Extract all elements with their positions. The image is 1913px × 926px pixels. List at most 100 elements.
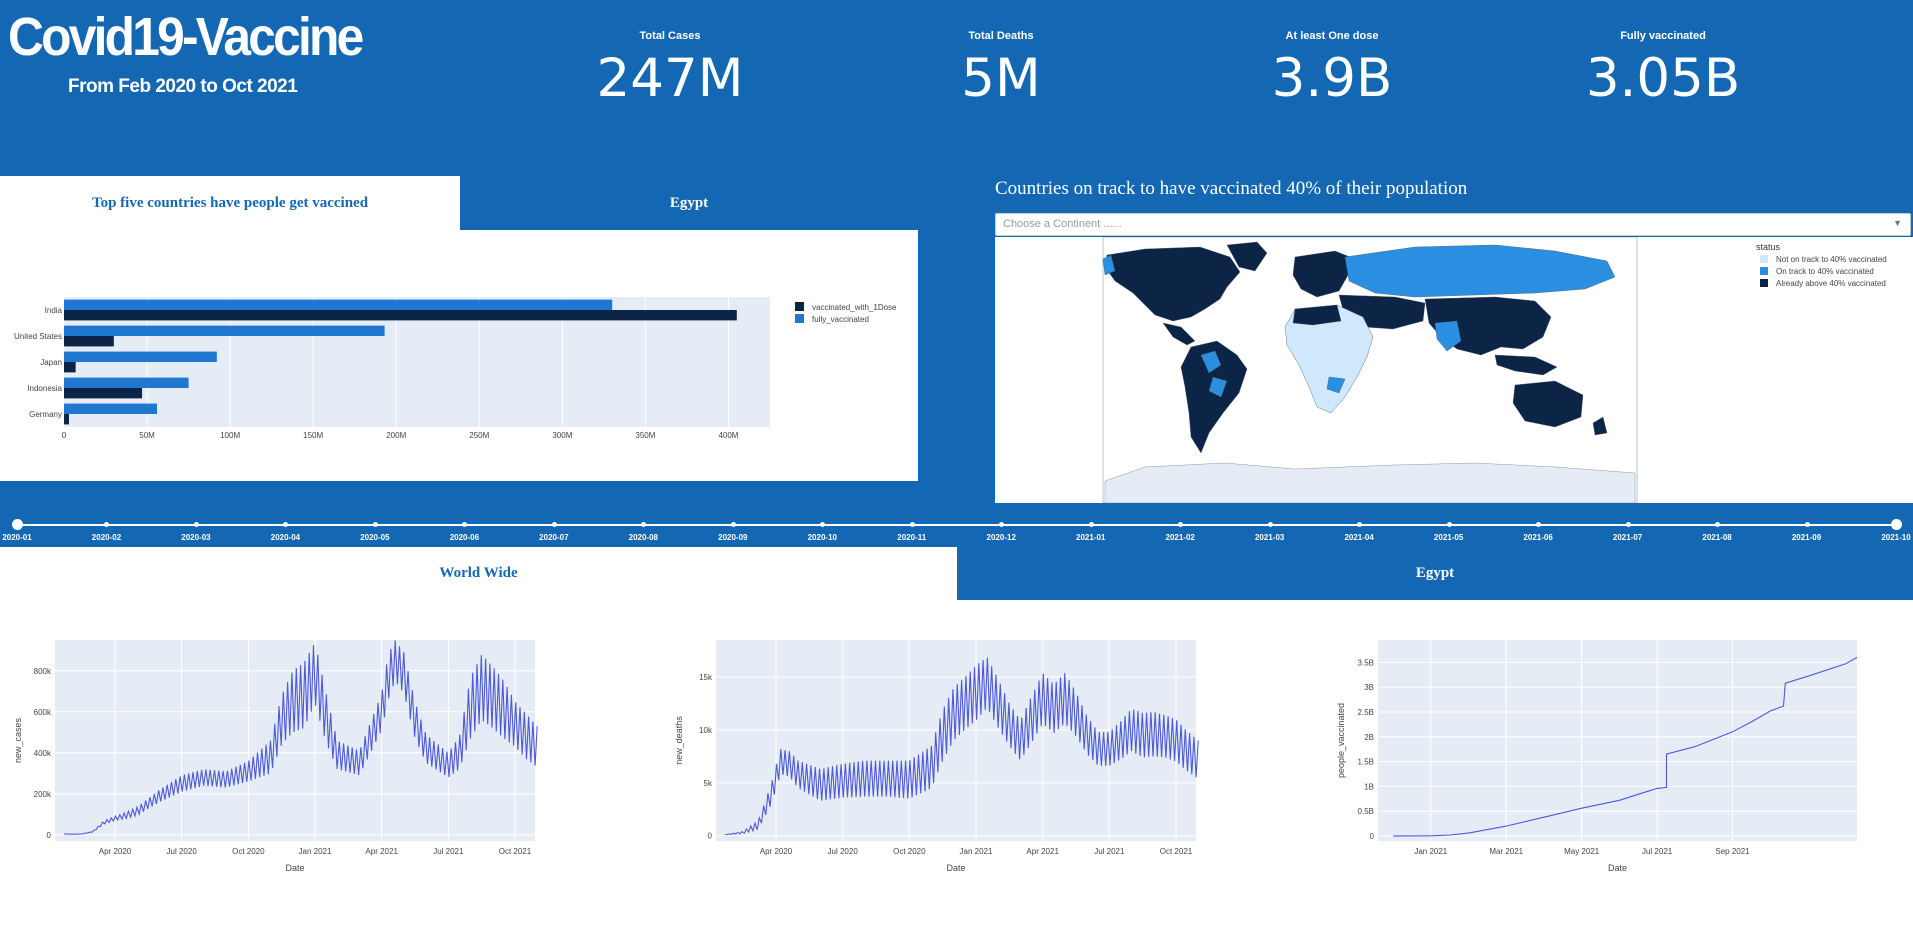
- slider-tick[interactable]: [1625, 522, 1631, 527]
- legend-swatch: [1760, 267, 1768, 275]
- top-five-bar-chart: 0 50M 100M 150M 200M 250M 300M 350M 400M India Uni…: [14, 297, 897, 440]
- slider-tick[interactable]: [462, 522, 468, 527]
- map-region-russia[interactable]: [1344, 244, 1616, 298]
- map-legend-title: status: [1756, 242, 1781, 252]
- tab-top-five[interactable]: Top five countries have people get vacci…: [0, 176, 460, 230]
- y-tick-label: 3B: [1364, 683, 1374, 692]
- world-choropleth-map[interactable]: [995, 236, 1913, 504]
- slider-handle[interactable]: [1891, 519, 1902, 530]
- x-tick-label: Jan 2021: [299, 847, 332, 856]
- y-tick-label: Japan: [40, 358, 62, 367]
- kpi-value: 247M: [596, 48, 744, 109]
- map-region-europe[interactable]: [1292, 250, 1356, 298]
- slider-tick[interactable]: [12, 519, 23, 530]
- chevron-down-icon[interactable]: ▼: [1893, 218, 1902, 228]
- slider-tick[interactable]: [372, 522, 378, 527]
- map-region-new-zealand[interactable]: [1592, 416, 1608, 436]
- slider-tick[interactable]: [283, 522, 289, 527]
- slider-tick[interactable]: [730, 522, 736, 527]
- series-line[interactable]: [63, 640, 538, 835]
- x-tick-label: Apr 2021: [1026, 847, 1059, 856]
- y-tick-label: Indonesia: [27, 384, 62, 393]
- slider-tick[interactable]: [193, 522, 199, 527]
- slider-tick[interactable]: [551, 522, 557, 527]
- map-legend-item[interactable]: Already above 40% vaccinated: [1760, 277, 1887, 289]
- map-region-colombia-venezuela[interactable]: [1200, 350, 1222, 374]
- slider-label: 2020-01: [2, 533, 32, 542]
- y-tick-label: Germany: [29, 410, 62, 419]
- map-region-north-america[interactable]: [1104, 246, 1241, 322]
- slider-tick[interactable]: [1715, 522, 1721, 527]
- bar-one-dose[interactable]: [64, 414, 69, 425]
- continent-dropdown[interactable]: Choose a Continent ...... ▼: [995, 213, 1911, 236]
- map-region-north-africa[interactable]: [1292, 304, 1342, 326]
- series-line[interactable]: [1393, 656, 1858, 837]
- bar-one-dose[interactable]: [64, 362, 76, 373]
- bar-one-dose[interactable]: [64, 310, 737, 321]
- slider-tick[interactable]: [1446, 522, 1452, 527]
- map-region-south-america[interactable]: [1180, 340, 1248, 454]
- legend-label: Not on track to 40% vaccinated: [1776, 254, 1887, 264]
- map-region-antarctica[interactable]: [1104, 462, 1636, 504]
- slider-tick[interactable]: [104, 522, 110, 527]
- map-region-southeast-asia[interactable]: [1494, 354, 1558, 376]
- tab-world-wide[interactable]: World Wide: [0, 547, 957, 600]
- slider-tick[interactable]: [1804, 522, 1810, 527]
- kpi-one-dose: At least One dose 3.9B: [1222, 30, 1442, 105]
- map-region-bolivia-paraguay[interactable]: [1208, 376, 1228, 398]
- map-legend-item[interactable]: On track to 40% vaccinated: [1760, 265, 1887, 277]
- slider-tick[interactable]: [1267, 522, 1273, 527]
- map-region-alaska[interactable]: [1102, 254, 1116, 276]
- legend-swatch[interactable]: [795, 314, 804, 323]
- slider-label: 2020-08: [628, 533, 659, 542]
- bar-fully-vaccinated[interactable]: [64, 351, 217, 362]
- legend-label[interactable]: vaccinated_with_1Dose: [812, 303, 897, 312]
- x-tick-label: 200M: [386, 431, 406, 440]
- map-region-central-america[interactable]: [1162, 322, 1196, 346]
- slider-label: 2021-05: [1433, 533, 1464, 542]
- y-tick-label: 600k: [34, 708, 52, 717]
- slider-tick[interactable]: [1088, 522, 1094, 527]
- bar-fully-vaccinated[interactable]: [64, 299, 613, 310]
- bar-one-dose[interactable]: [64, 388, 143, 399]
- map-region-greenland[interactable]: [1226, 241, 1268, 272]
- slider-label: 2020-02: [91, 533, 122, 542]
- legend-swatch[interactable]: [795, 302, 804, 311]
- x-tick-label: Jul 2021: [1642, 847, 1673, 856]
- slider-tick[interactable]: [641, 522, 647, 527]
- slider-tick[interactable]: [999, 522, 1005, 527]
- map-legend-item[interactable]: Not on track to 40% vaccinated: [1760, 253, 1887, 265]
- series-line[interactable]: [724, 657, 1199, 836]
- bar-fully-vaccinated[interactable]: [64, 377, 189, 388]
- bar-fully-vaccinated[interactable]: [64, 325, 385, 336]
- bar-fully-vaccinated[interactable]: [64, 403, 158, 414]
- slider-tick[interactable]: [1536, 522, 1542, 527]
- slider-label: 2020-10: [807, 533, 837, 542]
- map-region-africa[interactable]: [1284, 304, 1374, 414]
- kpi-label: Total Cases: [639, 30, 701, 42]
- map-region-south-asia[interactable]: [1434, 320, 1462, 352]
- tab-egypt[interactable]: Egypt: [460, 176, 918, 230]
- x-tick-label: Jul 2020: [828, 847, 859, 856]
- map-region-australia[interactable]: [1512, 380, 1584, 428]
- x-tick-label: 0: [62, 431, 67, 440]
- legend-label[interactable]: fully_vaccinated: [812, 315, 869, 324]
- y-tick-label: 3.5B: [1358, 658, 1374, 667]
- map-region-southern-africa[interactable]: [1326, 376, 1346, 394]
- tab-egypt-bottom[interactable]: Egypt: [957, 547, 1913, 600]
- slider-tick[interactable]: [909, 522, 915, 527]
- slider-rail[interactable]: [17, 524, 1896, 526]
- slider-label: 2020-05: [360, 533, 390, 542]
- slider-tick[interactable]: [1357, 522, 1363, 527]
- month-slider[interactable]: 2020-01 2020-02 2020-03 2020-04 2020-05 2020-…: [0, 503, 1913, 547]
- slider-label: 2021-07: [1612, 533, 1643, 542]
- legend-label: Already above 40% vaccinated: [1776, 278, 1886, 288]
- y-axis-title: people_vaccinated: [1336, 703, 1346, 778]
- y-tick-label: 200k: [34, 790, 52, 799]
- kpi-value: 5M: [961, 48, 1041, 109]
- slider-tick[interactable]: [1178, 522, 1184, 527]
- x-tick-label: Jul 2021: [433, 847, 464, 856]
- slider-tick[interactable]: [820, 522, 826, 527]
- bar-chart-panel: 0 50M 100M 150M 200M 250M 300M 350M 400M India Uni…: [0, 230, 918, 481]
- bar-one-dose[interactable]: [64, 336, 114, 347]
